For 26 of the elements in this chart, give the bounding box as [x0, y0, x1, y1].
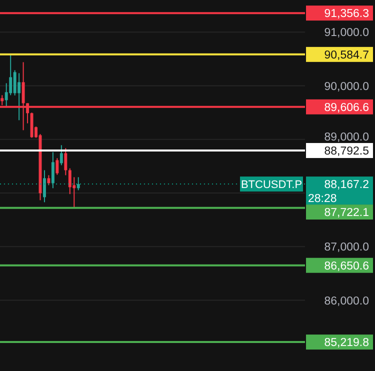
annotation: BTCUSDT.P — [240, 178, 302, 191]
candlestick — [13, 70, 16, 96]
candlestick — [18, 72, 21, 121]
y-tick-label: 87,000.0 — [324, 242, 369, 254]
ref-line-label: 89,606.6 — [324, 102, 369, 114]
y-tick-label: 89,000.0 — [324, 132, 369, 144]
ref-line-label: 90,584.7 — [324, 49, 369, 62]
ref-line-label: 87,722.1 — [324, 207, 369, 220]
y-tick-label: 90,000.0 — [324, 80, 369, 93]
ref-line-label: 86,650.6 — [324, 260, 369, 272]
candlestick — [60, 144, 63, 166]
candlestick — [51, 152, 54, 189]
candlestick — [64, 148, 68, 176]
ref-line-label: 91,356.3 — [324, 8, 369, 20]
candlestick — [42, 170, 46, 203]
ref-line-label: 88,167.2 — [324, 179, 369, 192]
y-tick-label: 91,000.0 — [324, 27, 369, 40]
ref-line-label: 85,219.8 — [324, 337, 369, 350]
ref-line-label: 88,792.5 — [324, 146, 369, 158]
candlestick — [68, 168, 72, 195]
candlestick — [9, 54, 12, 96]
candlestick — [76, 176, 80, 191]
y-tick-label: 86,000.0 — [324, 295, 369, 308]
text: 28:28 — [308, 193, 337, 206]
candlestick — [56, 158, 59, 176]
candlestick — [47, 174, 50, 186]
